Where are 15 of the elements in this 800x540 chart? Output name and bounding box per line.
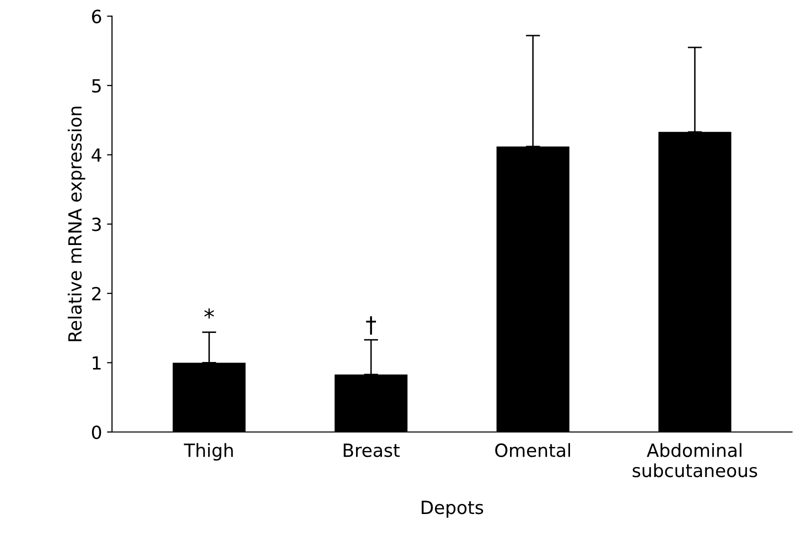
y-tick-label: 4 <box>92 148 102 162</box>
annotation: † <box>366 316 376 335</box>
y-tick-label: 5 <box>92 79 101 93</box>
x-tick-label: Breast <box>344 444 400 458</box>
y-tick-label: 1 <box>92 356 101 370</box>
x-tick-label: Abdominal subcutaneous <box>632 443 758 478</box>
y-axis-title: Relative mRNA expression <box>68 106 86 342</box>
annotation: * <box>204 308 214 318</box>
y-tick-label: 0 <box>92 425 102 440</box>
y-tick-label: 6 <box>92 10 102 24</box>
x-tick-label: Omental <box>495 443 570 458</box>
x-tick-label: Thigh <box>184 443 233 461</box>
y-tick-label: 3 <box>92 218 101 232</box>
x-axis-title: Depots <box>422 500 484 518</box>
y-tick-label: 2 <box>92 286 100 300</box>
